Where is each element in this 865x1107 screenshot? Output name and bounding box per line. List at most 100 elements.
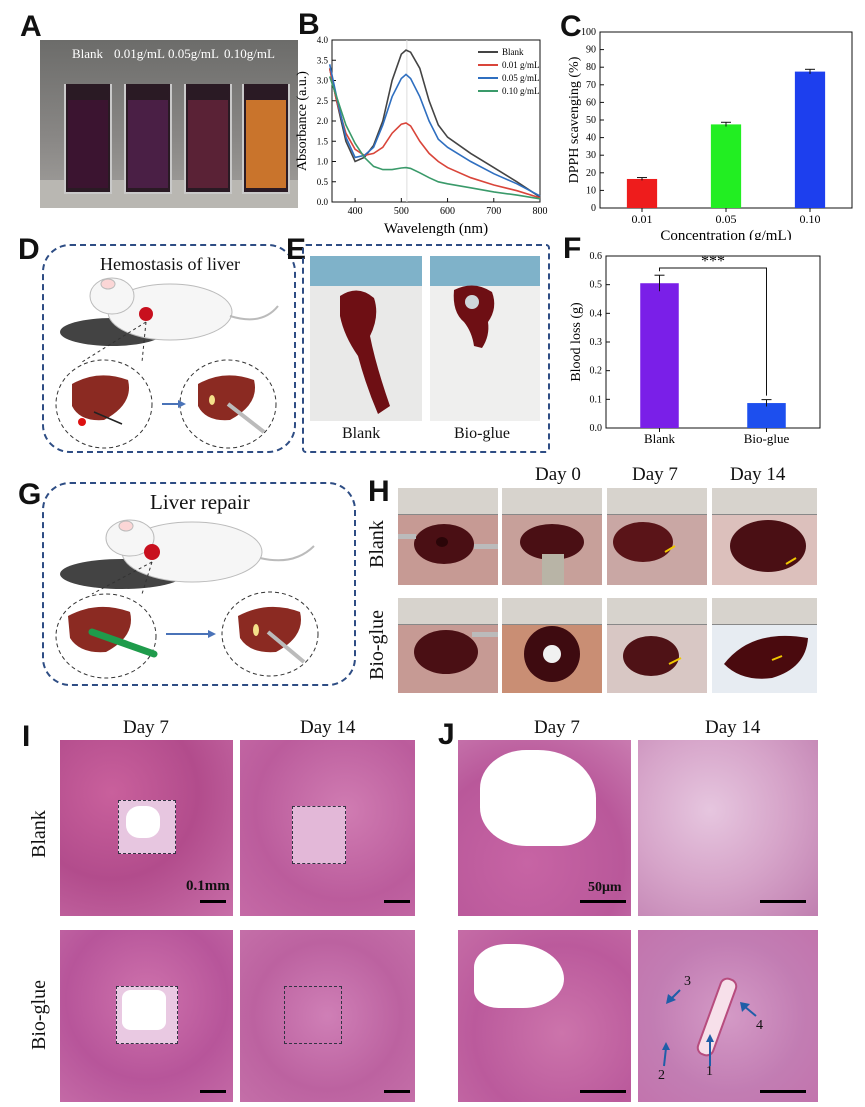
- histology-j-bioglue-day7: [458, 930, 631, 1102]
- x-axis-label: Concentration (g/mL): [660, 228, 791, 240]
- j-day7: Day 7: [534, 717, 580, 738]
- i-scale-bar-1: [200, 900, 226, 903]
- j-day14: Day 14: [705, 717, 761, 738]
- liver-repair-schematic: [55, 519, 319, 679]
- histology-j-bioglue-day14: [638, 930, 818, 1102]
- i-row-blank: Blank: [28, 810, 50, 858]
- y-tick-label: 2.0: [317, 116, 329, 126]
- h-day7: Day 7: [632, 464, 678, 485]
- absorbance-chart: 0.0 0.5 1.0 1.5 2.0 2.5 3.0 3.5 4.0 400 500 600 700 8…: [295, 35, 548, 237]
- y-tick-label: 0.4: [590, 308, 603, 319]
- y-tick-label: 0.2: [590, 366, 603, 377]
- x-tick-label: 0.05: [716, 212, 737, 226]
- i-scale-bar-3: [200, 1090, 226, 1093]
- y-tick-label: 0.5: [317, 177, 329, 187]
- bar-0: [640, 283, 679, 428]
- h-day0: Day 0: [535, 464, 581, 485]
- y-tick-label: 70: [586, 80, 596, 91]
- y-tick-label: 0.3: [590, 337, 603, 348]
- h-photo-blank-3: [607, 488, 707, 585]
- panel-label-h: H: [368, 475, 390, 508]
- bar-1: [747, 403, 786, 428]
- panel-e-frame: [302, 244, 550, 453]
- y-tick-label: 3.0: [317, 76, 329, 86]
- j-annotation-1: 1: [706, 1064, 713, 1079]
- vial-label-blank: Blank: [72, 46, 104, 61]
- bar-2: [794, 71, 826, 208]
- y-tick-label: 0.1: [590, 394, 603, 405]
- panel-label-f: F: [563, 232, 582, 265]
- y-tick-label: 10: [586, 185, 596, 196]
- y-tick-label: 20: [586, 168, 596, 179]
- j-annotation-2: 2: [658, 1068, 665, 1083]
- h-photo-blank-1: [398, 488, 498, 585]
- h-row-blank: Blank: [366, 520, 388, 568]
- j-scale-bar-2: [760, 900, 806, 903]
- y-tick-label: 30: [586, 150, 596, 161]
- panel-label-e: E: [286, 233, 307, 266]
- panel-label-g: G: [18, 478, 42, 511]
- legend-label-3: 0.10 g/mL: [502, 86, 540, 96]
- x-tick-label: 0.01: [632, 212, 653, 226]
- h-photo-blank-4: [712, 488, 817, 585]
- hemostasis-title: Hemostasis of liver: [100, 254, 240, 274]
- y-tick-label: 0.5: [590, 280, 603, 291]
- histology-j-blank-day14: [638, 740, 818, 916]
- y-tick-label: 100: [581, 27, 596, 38]
- plot-frame: [605, 255, 821, 429]
- y-tick-label: 4.0: [317, 35, 329, 45]
- panel-label-j: J: [438, 718, 455, 751]
- bar-0: [626, 178, 658, 208]
- series-line-3: [328, 76, 541, 200]
- j-annotation-arrows: [662, 989, 757, 1067]
- y-tick-label: 40: [586, 133, 596, 144]
- y-tick-label: 60: [586, 97, 596, 108]
- panel-g-frame: [42, 482, 356, 686]
- y-tick-label: 3.5: [317, 55, 329, 65]
- x-tick-label: 600: [440, 206, 455, 217]
- panel-label-c: C: [560, 10, 582, 43]
- h-row-bioglue: Bio-glue: [366, 610, 388, 680]
- significance-label: ***: [701, 253, 725, 270]
- legend-label-2: 0.05 g/mL: [502, 73, 540, 83]
- j-annotation-4: 4: [756, 1018, 763, 1033]
- i-scale-bar-4: [384, 1090, 410, 1093]
- j-scale-bar-4: [760, 1090, 806, 1093]
- vial-010: [242, 84, 290, 194]
- y-tick-label: 0.6: [590, 251, 603, 262]
- panel-label-d: D: [18, 233, 40, 266]
- histology-i-blank-day14: [240, 740, 415, 916]
- y-tick-label: 2.5: [317, 96, 329, 106]
- histology-j-blank-day7: [458, 740, 631, 916]
- y-axis-label: DPPH scavenging (%): [567, 56, 582, 183]
- x-tick-label: Bio-glue: [744, 431, 790, 446]
- vial-005: [184, 84, 232, 194]
- y-tick-label: 90: [586, 45, 596, 56]
- caption-bioglue: Bio-glue: [454, 425, 510, 442]
- h-day14: Day 14: [730, 464, 786, 485]
- i-day7: Day 7: [123, 717, 169, 738]
- legend-label-0: Blank: [502, 47, 524, 57]
- h-photo-bioglue-2: [502, 598, 602, 693]
- x-tick-label: 0.10: [800, 212, 821, 226]
- liver-repair-title: Liver repair: [150, 490, 250, 514]
- vial-label-001: 0.01g/mL: [114, 46, 165, 61]
- histology-i-bioglue-day14: [240, 930, 415, 1102]
- x-tick-label: 500: [394, 206, 409, 217]
- legend-label-1: 0.01 g/mL: [502, 60, 540, 70]
- vial-blank: [64, 84, 112, 194]
- i-day14: Day 14: [300, 717, 356, 738]
- x-axis-label: Wavelength (nm): [384, 221, 488, 237]
- vial-label-010: 0.10g/mL: [224, 46, 275, 61]
- y-tick-label: 0: [591, 203, 596, 214]
- y-axis-label: Absorbance (a.u.): [295, 71, 310, 171]
- dpph-chart: 0 10 20 30 40 50 60 70 80 90 100 0.01 0.05 0.10 Concen…: [567, 27, 853, 240]
- i-scale-bar-2: [384, 900, 410, 903]
- vials-photo: [40, 40, 298, 208]
- h-photo-bioglue-1: [398, 598, 498, 693]
- x-tick-label: 800: [533, 206, 548, 217]
- i-row-bioglue: Bio-glue: [28, 980, 50, 1050]
- h-photo-bioglue-4: [712, 598, 817, 693]
- y-tick-label: 80: [586, 62, 596, 73]
- panel-d-frame: [42, 244, 296, 453]
